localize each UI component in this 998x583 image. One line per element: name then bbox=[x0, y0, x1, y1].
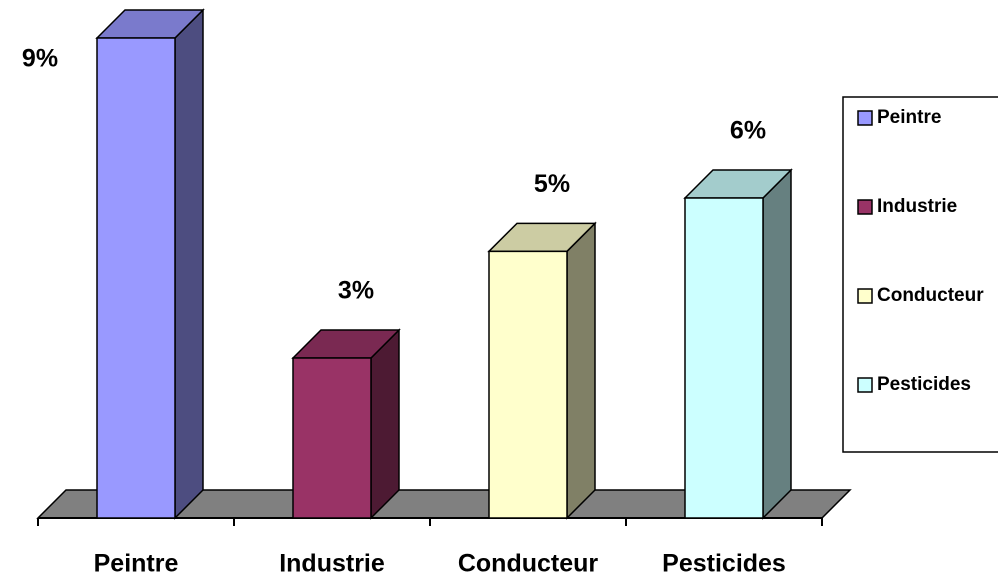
value-label: 9% bbox=[22, 45, 58, 73]
bar bbox=[95, 8, 205, 520]
bar-front bbox=[292, 357, 372, 519]
bar-side bbox=[370, 328, 400, 520]
legend-swatch bbox=[857, 288, 873, 304]
x-tick-label: Pesticides bbox=[662, 550, 786, 578]
bar-side bbox=[566, 221, 596, 520]
x-tick-label: Conducteur bbox=[458, 550, 599, 578]
legend-label: Conducteur bbox=[877, 285, 984, 306]
bar bbox=[683, 168, 793, 520]
x-tick-label: Industrie bbox=[279, 550, 385, 578]
value-label: 3% bbox=[338, 277, 374, 305]
legend-label: Peintre bbox=[877, 107, 941, 128]
legend-label: Pesticides bbox=[877, 374, 971, 395]
legend-box bbox=[842, 96, 998, 453]
legend-swatch bbox=[857, 199, 873, 215]
bar-front bbox=[96, 37, 176, 519]
bar bbox=[291, 328, 401, 520]
bar-side bbox=[174, 8, 204, 520]
value-label: 5% bbox=[534, 170, 570, 198]
value-label: 6% bbox=[730, 117, 766, 145]
legend-label: Industrie bbox=[877, 196, 957, 217]
bar bbox=[487, 221, 597, 520]
legend-swatch bbox=[857, 110, 873, 126]
bar-side bbox=[762, 168, 792, 520]
x-tick-label: Peintre bbox=[94, 550, 179, 578]
legend-swatch bbox=[857, 377, 873, 393]
bar-front bbox=[488, 250, 568, 519]
bar-front bbox=[684, 197, 764, 519]
